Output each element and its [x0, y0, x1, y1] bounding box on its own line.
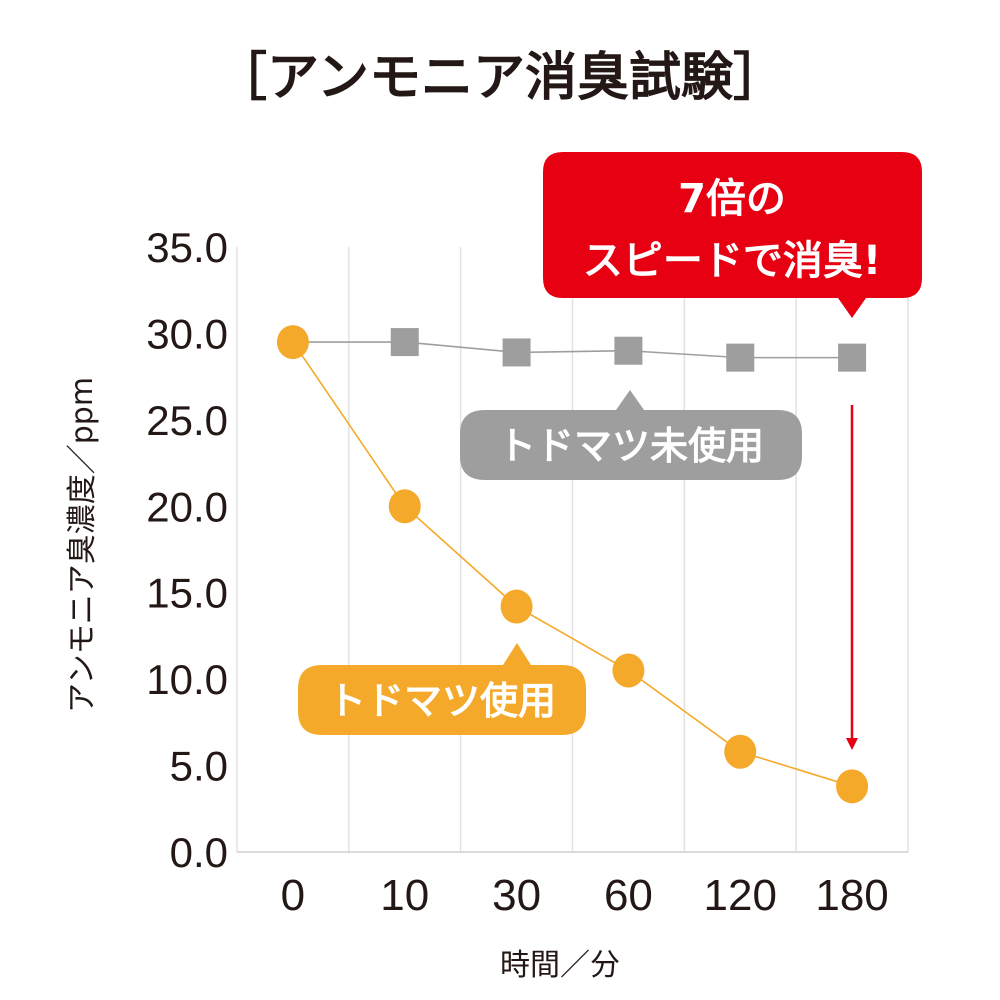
data-point-square: [502, 338, 531, 367]
y-axis-label: アンモニア臭濃度／ppm: [65, 377, 100, 713]
chart-title: ［アンモニア消臭試験］: [215, 48, 785, 108]
series-label-unused: トドマツ未使用: [498, 424, 764, 468]
data-point-square: [390, 328, 419, 357]
data-point-circle: [724, 734, 757, 769]
annotation-arrow-head-icon: [846, 738, 858, 750]
y-tick-label: 20.0: [146, 483, 228, 530]
data-point-circle: [276, 325, 309, 360]
data-point-circle: [612, 653, 645, 688]
data-point-square: [614, 336, 643, 365]
annotation-line1: 7倍の: [678, 176, 786, 222]
y-tick-label: 5.0: [170, 743, 228, 790]
annotation-callout: [543, 152, 922, 318]
y-tick-label: 0.0: [170, 829, 228, 876]
series-line: [292, 341, 853, 359]
x-tick-label: 0: [281, 871, 305, 920]
series-label-unused-callout: [460, 390, 802, 480]
series-label-used-callout: [298, 643, 586, 735]
x-tick-label: 60: [604, 871, 653, 920]
y-tick-label: 35.0: [146, 224, 228, 271]
y-tick-label: 10.0: [146, 656, 228, 703]
x-axis-label: 時間／分: [500, 948, 620, 983]
series-label-used: トドマツ使用: [328, 679, 556, 723]
data-point-circle: [500, 589, 533, 624]
series-line: [292, 341, 853, 788]
y-tick-label: 30.0: [146, 310, 228, 357]
x-tick-label: 120: [704, 871, 777, 920]
data-point-circle: [836, 769, 869, 804]
data-point-square: [838, 343, 867, 372]
x-tick-label: 180: [815, 871, 888, 920]
data-point-circle: [388, 489, 421, 524]
annotation-line2: スピードで消臭!: [583, 238, 881, 284]
y-tick-label: 25.0: [146, 397, 228, 444]
x-tick-label: 10: [380, 871, 429, 920]
x-tick-label: 30: [492, 871, 541, 920]
data-point-square: [726, 343, 755, 372]
y-tick-label: 15.0: [146, 570, 228, 617]
